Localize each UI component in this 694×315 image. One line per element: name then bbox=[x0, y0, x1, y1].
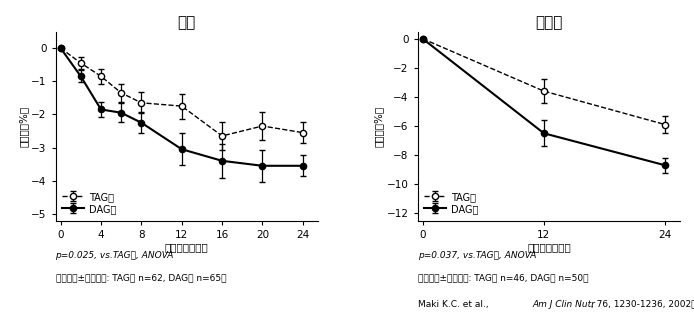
Text: p=0.025, vs.TAG群, ANOVA: p=0.025, vs.TAG群, ANOVA bbox=[56, 251, 174, 260]
Text: Maki K.C. et al.,: Maki K.C. et al., bbox=[0, 314, 1, 315]
Text: （平均値±標準誤差: TAG群 n=62, DAG群 n=65）: （平均値±標準誤差: TAG群 n=62, DAG群 n=65） bbox=[56, 273, 226, 282]
Text: （平均値±標準誤差: TAG群 n=46, DAG群 n=50）: （平均値±標準誤差: TAG群 n=46, DAG群 n=50） bbox=[418, 273, 589, 282]
Text: Am J Clin Nutr: Am J Clin Nutr bbox=[532, 300, 595, 309]
Legend: TAG群, DAG群: TAG群, DAG群 bbox=[423, 190, 480, 216]
Y-axis label: 変動率（%）: 変動率（%） bbox=[374, 106, 384, 146]
X-axis label: 試験期間（週）: 試験期間（週） bbox=[527, 242, 570, 252]
Text: Maki K.C. et al.,: Maki K.C. et al., bbox=[418, 300, 491, 309]
X-axis label: 試験期間（週）: 試験期間（週） bbox=[165, 242, 209, 252]
Title: 体重: 体重 bbox=[178, 15, 196, 30]
Title: 体脂肪: 体脂肪 bbox=[535, 15, 563, 30]
Text: p=0.037, vs.TAG群, ANOVA: p=0.037, vs.TAG群, ANOVA bbox=[418, 251, 536, 260]
Text: , 76, 1230-1236, 2002より: , 76, 1230-1236, 2002より bbox=[591, 300, 694, 309]
Y-axis label: 変動率（%）: 変動率（%） bbox=[18, 106, 28, 146]
Legend: TAG群, DAG群: TAG群, DAG群 bbox=[60, 190, 118, 216]
Text: Maki K.C. et al., Am J Clin Nutr, 76, 1230-1236, 2002より: Maki K.C. et al., Am J Clin Nutr, 76, 12… bbox=[0, 314, 1, 315]
